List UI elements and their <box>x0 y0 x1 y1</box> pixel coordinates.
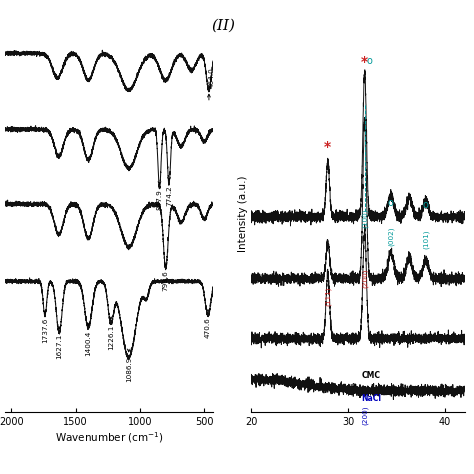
Text: 470.6: 470.6 <box>205 317 211 337</box>
Text: (100): (100) <box>361 208 368 228</box>
Text: (200): (200) <box>362 405 368 425</box>
Y-axis label: Intensity (a.u.): Intensity (a.u.) <box>238 175 248 252</box>
Text: (200): (200) <box>361 268 368 288</box>
Text: *: * <box>324 140 331 154</box>
Text: 1226.1: 1226.1 <box>108 324 114 350</box>
Text: (111): (111) <box>325 286 331 306</box>
Text: 1400.4: 1400.4 <box>85 330 91 356</box>
Text: 1086.9: 1086.9 <box>126 357 132 382</box>
Text: 464.0: 464.0 <box>209 67 215 88</box>
Text: (101): (101) <box>422 230 429 249</box>
Text: (II): (II) <box>211 19 236 33</box>
Text: 847.9: 847.9 <box>156 190 163 210</box>
Text: NaCl: NaCl <box>362 393 382 402</box>
Text: 774.2: 774.2 <box>166 185 172 206</box>
Text: o: o <box>423 200 428 210</box>
Text: *: * <box>361 55 368 69</box>
Text: o: o <box>366 56 373 66</box>
Text: 799.6: 799.6 <box>163 271 169 292</box>
Text: 1627.1: 1627.1 <box>56 334 62 359</box>
Text: o: o <box>388 198 394 208</box>
X-axis label: Wavenumber (cm$^{-1}$): Wavenumber (cm$^{-1}$) <box>55 430 164 445</box>
Text: CMC: CMC <box>362 371 381 380</box>
Text: 1737.6: 1737.6 <box>42 318 48 344</box>
Text: (002): (002) <box>388 227 394 246</box>
